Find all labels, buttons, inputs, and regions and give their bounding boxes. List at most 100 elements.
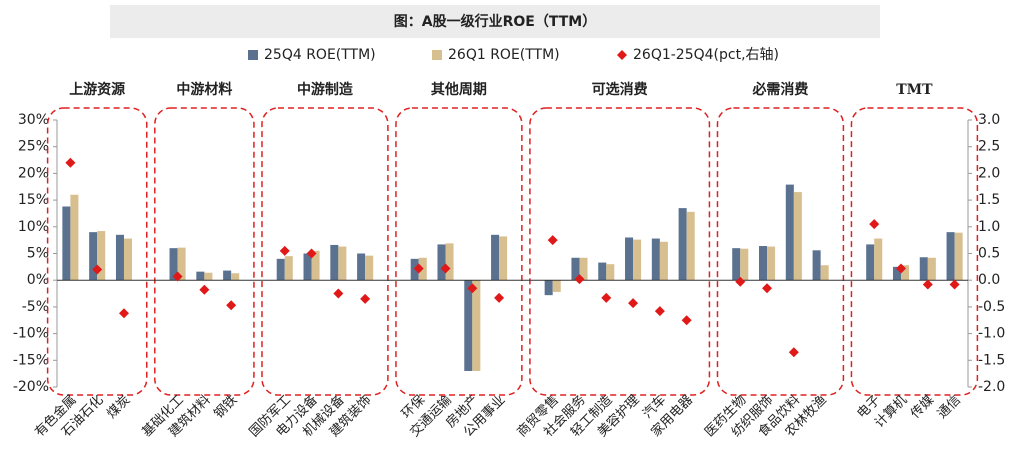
- x-tick-label: 传媒: [908, 393, 937, 422]
- diamond-marker: [279, 245, 290, 256]
- bar: [954, 232, 963, 281]
- y2-tick-label: -0.5: [978, 299, 1005, 315]
- y-tick-label: -15%: [13, 352, 49, 368]
- y2-tick-label: -2.0: [978, 379, 1005, 395]
- legend-marker: [617, 50, 627, 60]
- diamond-marker: [440, 263, 451, 274]
- bar: [169, 248, 178, 281]
- y-tick-label: 30%: [18, 112, 49, 128]
- y-tick-label: 0%: [27, 272, 49, 288]
- chart-title: 图：A股一级行业ROE（TTM）: [394, 13, 596, 30]
- y2-tick-label: 0.5: [978, 246, 1000, 262]
- bar: [284, 256, 293, 281]
- diamond-marker: [735, 276, 746, 287]
- x-tick-label: 通信: [935, 393, 964, 422]
- bar: [606, 264, 615, 281]
- bar: [901, 265, 910, 281]
- bar: [579, 257, 588, 281]
- y-tick-label: 25%: [18, 139, 49, 155]
- bar: [303, 253, 312, 281]
- y2-tick-label: 2.5: [978, 139, 1000, 155]
- bar: [196, 271, 205, 281]
- diamond-marker: [413, 263, 424, 274]
- legend-label: 25Q4 ROE(TTM): [264, 47, 376, 63]
- legend-swatch: [248, 50, 258, 60]
- diamond-marker: [654, 306, 665, 317]
- bar: [759, 246, 768, 281]
- bar: [732, 248, 741, 281]
- bar: [499, 236, 508, 281]
- bar: [919, 257, 928, 281]
- y-tick-label: 10%: [18, 219, 49, 235]
- group-box: [529, 107, 711, 396]
- title-background: [110, 5, 880, 38]
- bar: [544, 280, 553, 296]
- diamond-marker: [306, 248, 317, 259]
- group-box: [395, 107, 523, 396]
- y2-tick-label: 3.0: [978, 112, 1000, 128]
- bar: [357, 253, 366, 281]
- group-label: 必需消费: [751, 81, 808, 98]
- y-tick-label: -10%: [13, 326, 49, 342]
- diamond-marker: [922, 279, 933, 290]
- bar: [785, 184, 794, 281]
- bar: [177, 247, 186, 281]
- group-box: [850, 107, 979, 396]
- diamond-marker: [949, 279, 960, 290]
- y-tick-label: 5%: [27, 246, 49, 262]
- bar: [571, 257, 580, 281]
- diamond-marker: [762, 283, 773, 294]
- diamond-marker: [681, 315, 692, 326]
- diamond-marker: [601, 292, 612, 303]
- bar: [633, 239, 642, 281]
- bar: [598, 262, 607, 281]
- group-label: 中游材料: [176, 81, 232, 98]
- bar: [330, 244, 339, 281]
- bar: [740, 248, 749, 281]
- diamond-marker: [92, 264, 103, 275]
- bar: [793, 192, 802, 281]
- y2-tick-label: 2.0: [978, 165, 1000, 181]
- legend-swatch: [432, 50, 442, 60]
- bar: [464, 280, 473, 371]
- bar: [552, 280, 561, 292]
- bar: [874, 238, 883, 281]
- bar: [70, 194, 79, 281]
- diamond-marker: [333, 288, 344, 299]
- bar: [625, 237, 634, 281]
- bar: [311, 250, 320, 281]
- bar: [410, 258, 419, 281]
- y2-tick-label: 0.0: [978, 272, 1000, 288]
- bar: [927, 257, 936, 281]
- legend-label: 26Q1-25Q4(pct,右轴): [633, 47, 779, 63]
- group-label: 可选消费: [592, 81, 648, 98]
- bar: [659, 241, 668, 281]
- diamond-marker: [869, 219, 880, 230]
- group-label: 中游制造: [297, 81, 353, 98]
- bar: [678, 208, 687, 281]
- bar: [365, 255, 374, 281]
- bar: [223, 270, 232, 281]
- bar: [820, 265, 829, 281]
- bar: [115, 234, 124, 281]
- diamond-marker: [467, 283, 478, 294]
- diamond-marker: [788, 347, 799, 358]
- bar: [491, 234, 500, 281]
- y-tick-label: -5%: [22, 299, 49, 315]
- diamond-marker: [360, 293, 371, 304]
- group-box: [46, 107, 148, 396]
- bar: [231, 273, 240, 281]
- diamond-marker: [65, 157, 76, 168]
- bar: [686, 211, 695, 281]
- group-label: TMT: [896, 82, 933, 98]
- bar: [276, 258, 285, 281]
- bar: [812, 250, 821, 281]
- diamond-marker: [118, 308, 129, 319]
- diamond-marker: [547, 235, 558, 246]
- diamond-marker: [172, 271, 183, 282]
- group-label: 其他周期: [431, 81, 487, 98]
- legend-label: 26Q1 ROE(TTM): [448, 47, 560, 63]
- diamond-marker: [199, 284, 210, 295]
- group-label: 上游资源: [69, 81, 125, 98]
